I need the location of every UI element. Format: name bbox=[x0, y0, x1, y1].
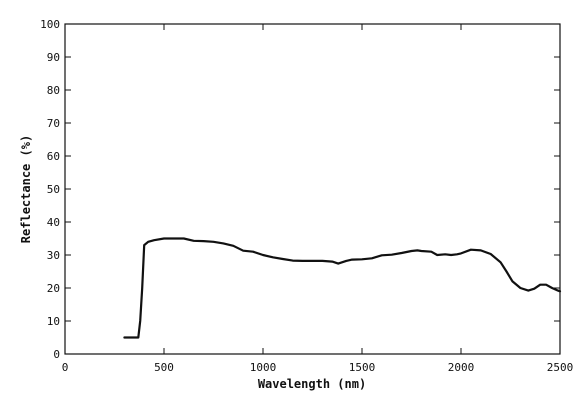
x-tick-label: 1000 bbox=[250, 361, 277, 374]
y-tick-label: 20 bbox=[47, 282, 60, 295]
y-tick-label: 90 bbox=[47, 51, 60, 64]
y-tick-label: 70 bbox=[47, 117, 60, 130]
x-tick-label: 2500 bbox=[547, 361, 574, 374]
y-tick-label: 80 bbox=[47, 84, 60, 97]
y-tick-label: 100 bbox=[40, 18, 60, 31]
y-axis-ticks: 0 10 20 30 40 50 60 70 80 90 100 bbox=[40, 18, 560, 361]
y-tick-label: 30 bbox=[47, 249, 60, 262]
x-tick-label: 2000 bbox=[448, 361, 475, 374]
y-tick-label: 60 bbox=[47, 150, 60, 163]
y-tick-label: 10 bbox=[47, 315, 60, 328]
reflectance-series-line bbox=[123, 237, 562, 339]
x-tick-label: 0 bbox=[62, 361, 69, 374]
x-axis-ticks: 0 500 1000 1500 2000 2500 bbox=[62, 24, 574, 374]
x-tick-label: 1500 bbox=[349, 361, 376, 374]
y-tick-label: 0 bbox=[53, 348, 60, 361]
x-axis-title: Wavelength (nm) bbox=[258, 377, 366, 391]
x-tick-label: 500 bbox=[154, 361, 174, 374]
y-axis-title: Reflectance (%) bbox=[19, 135, 33, 243]
y-tick-label: 40 bbox=[47, 216, 60, 229]
y-tick-label: 50 bbox=[47, 183, 60, 196]
plot-frame bbox=[64, 23, 561, 355]
